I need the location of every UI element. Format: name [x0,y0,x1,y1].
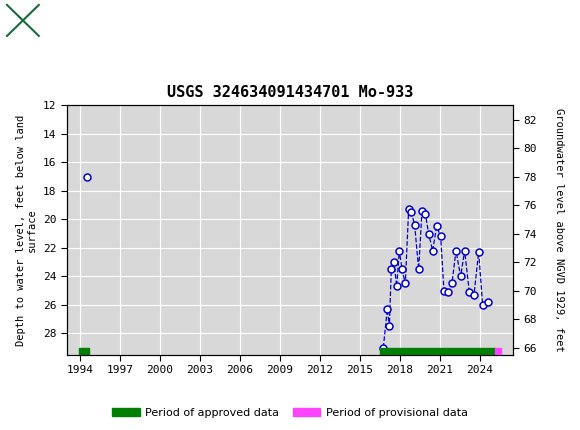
Title: USGS 324634091434701 Mo-933: USGS 324634091434701 Mo-933 [167,85,413,100]
Y-axis label: Groundwater level above NGVD 1929, feet: Groundwater level above NGVD 1929, feet [554,108,564,352]
Bar [7,5,39,36]
Y-axis label: Depth to water level, feet below land
surface: Depth to water level, feet below land su… [16,114,37,346]
Legend: Period of approved data, Period of provisional data: Period of approved data, Period of provi… [107,403,473,422]
Text: USGS: USGS [48,12,103,29]
